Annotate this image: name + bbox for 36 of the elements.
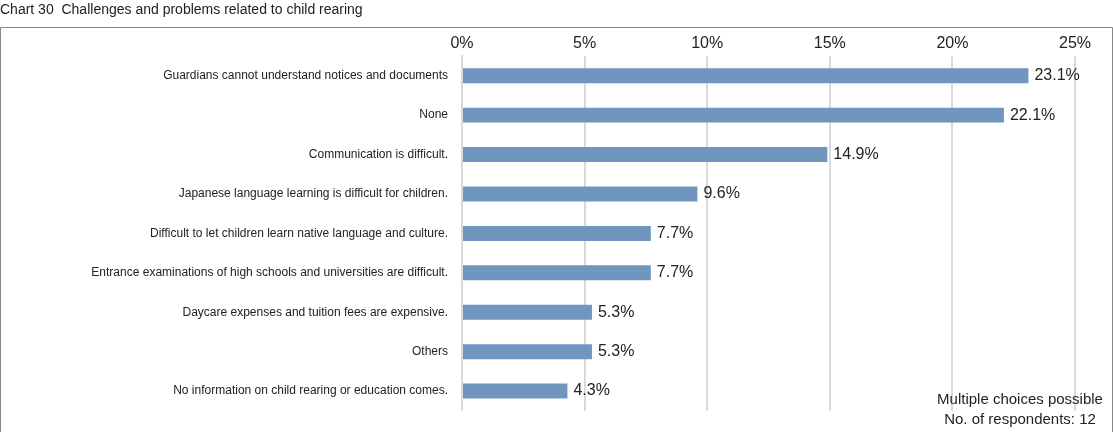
y-tick-label: Japanese language learning is difficult for children.	[178, 186, 448, 201]
annotation: Multiple choices possible	[937, 390, 1103, 408]
bar	[463, 147, 828, 163]
y-tick-label: Difficult to let children learn native language and culture.	[150, 225, 448, 240]
x-tick-label: 10%	[691, 33, 724, 51]
bar	[463, 383, 568, 399]
bar	[463, 186, 698, 202]
x-tick-label: 0%	[450, 33, 474, 51]
data-label: 5.3%	[597, 302, 635, 320]
data-label: 23.1%	[1034, 66, 1080, 84]
bar	[463, 68, 1029, 84]
bar	[463, 304, 592, 320]
x-tick-label: 15%	[813, 33, 846, 51]
bar	[463, 225, 651, 241]
data-label: 9.6%	[703, 184, 740, 202]
bar	[463, 107, 1004, 123]
data-label: 4.3%	[573, 381, 610, 399]
data-label: 22.1%	[1009, 105, 1056, 123]
x-tick-label: 20%	[936, 33, 969, 51]
bar	[463, 265, 651, 281]
annotation: No. of respondents: 12	[944, 410, 1096, 428]
y-tick-label: No information on child rearing or education comes.	[173, 383, 448, 398]
y-tick-label: Communication is difficult.	[308, 146, 448, 161]
bar	[463, 344, 592, 360]
data-label: 14.9%	[833, 144, 879, 162]
data-label: 7.7%	[656, 223, 694, 241]
x-tick-label: 25%	[1058, 33, 1092, 51]
text: Chart 30 Challenges and problems related to child rearing	[0, 1, 363, 18]
data-label: 5.3%	[597, 342, 635, 360]
y-tick-label: Others	[411, 343, 448, 358]
y-tick-label: Entrance examinations of high schools and universities are difficult.	[91, 265, 448, 280]
data-label: 7.7%	[656, 263, 694, 281]
x-tick-label: 5%	[573, 33, 597, 51]
y-tick-label: Guardians cannot understand notices and documents	[163, 68, 448, 83]
y-tick-label: Daycare expenses and tuition fees are expensive.	[182, 304, 448, 319]
y-tick-label: None	[419, 107, 449, 122]
